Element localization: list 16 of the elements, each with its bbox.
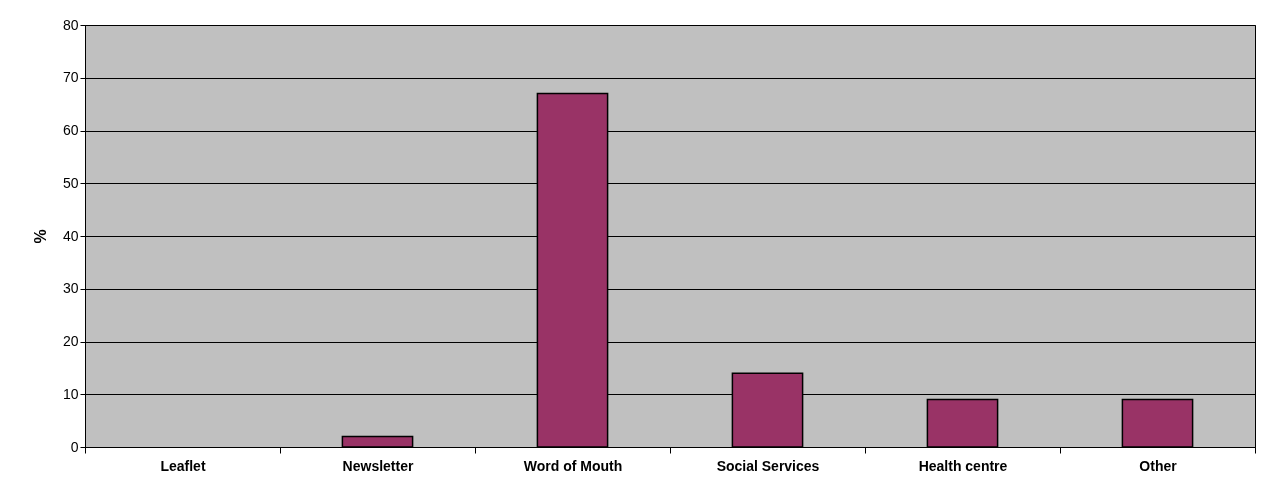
- x-tick-label: Other: [1139, 457, 1178, 474]
- y-tick-label: 40: [62, 227, 79, 244]
- x-tick-label: Newsletter: [342, 457, 414, 474]
- x-tick-label: Health centre: [918, 457, 1008, 474]
- y-tick-label: 30: [62, 280, 79, 297]
- y-tick-label: 60: [62, 122, 79, 138]
- x-tick-label: Leaflet: [160, 457, 206, 474]
- y-tick-label: 80: [62, 16, 79, 33]
- y-tick-label: 0: [70, 438, 79, 455]
- y-tick-label: 50: [62, 174, 79, 191]
- x-tick-label: Word of Mouth: [523, 457, 623, 474]
- y-tick-label: 10: [62, 385, 79, 402]
- x-tick-label: Social Services: [716, 457, 820, 474]
- y-tick-label: 70: [62, 69, 79, 86]
- y-tick-label: 20: [62, 333, 79, 349]
- y-axis-title: %: [31, 229, 49, 244]
